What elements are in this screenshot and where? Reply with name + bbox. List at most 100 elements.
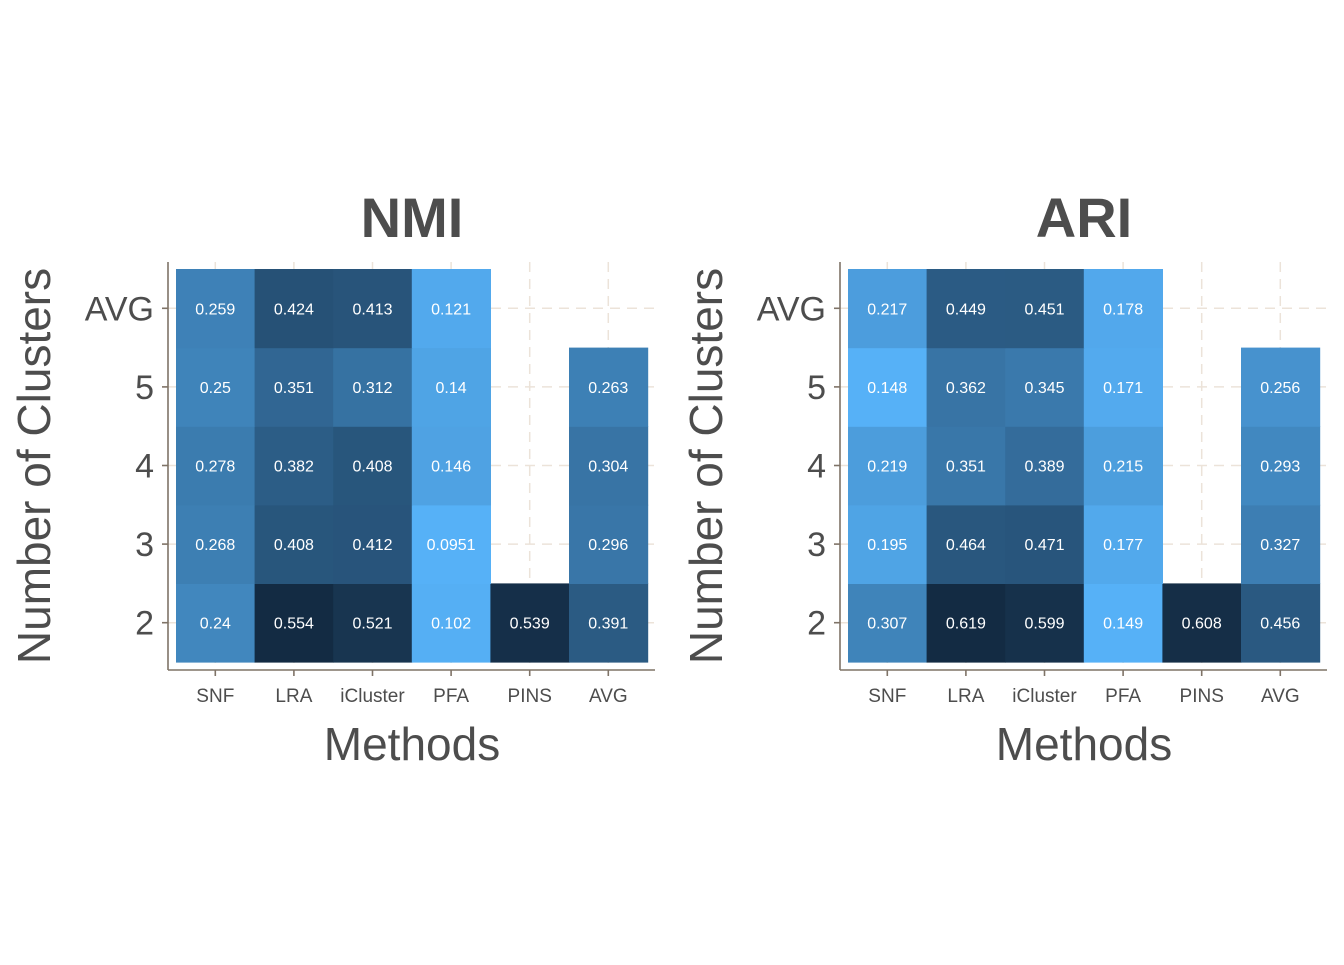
y-tick-label: 3 (807, 526, 826, 564)
heatmap-cell (411, 426, 491, 506)
cell-value-label: 0.382 (274, 459, 314, 476)
x-tick-label: iCluster (340, 686, 405, 707)
heatmap-cell (926, 269, 1006, 349)
heatmap-cell (411, 269, 491, 349)
cell-value-label: 0.25 (200, 380, 231, 397)
cell-value-label: 0.471 (1024, 537, 1064, 554)
heatmap-cell (1083, 504, 1163, 584)
x-tick-label: AVG (1261, 686, 1300, 707)
cell-value-label: 0.424 (274, 301, 314, 318)
heatmap-cell (333, 269, 413, 349)
x-tick-label: PINS (1180, 686, 1224, 707)
heatmap-cell (1083, 347, 1163, 427)
cell-value-label: 0.268 (195, 537, 235, 554)
cell-value-label: 0.296 (588, 537, 628, 554)
chart-title: NMI (361, 186, 464, 249)
heatmap-cell (1005, 347, 1085, 427)
heatmap-cell (254, 583, 334, 663)
cell-value-label: 0.456 (1260, 616, 1300, 633)
cell-value-label: 0.539 (510, 616, 550, 633)
heatmap-cell (848, 347, 928, 427)
cell-value-label: 0.619 (946, 616, 986, 633)
heatmap-cell (176, 426, 256, 506)
y-tick-label: 4 (135, 448, 154, 486)
heatmap-cell (569, 583, 649, 663)
cell-value-label: 0.263 (588, 380, 628, 397)
cell-value-label: 0.219 (867, 459, 907, 476)
x-tick-label: iCluster (1012, 686, 1077, 707)
heatmap-cell (569, 347, 649, 427)
heatmap-cell (1162, 583, 1242, 663)
cell-value-label: 0.102 (431, 616, 471, 633)
heatmap-cell (254, 269, 334, 349)
y-axis-title: Number of Clusters (8, 268, 60, 664)
y-tick-label: AVG (85, 290, 154, 328)
x-axis-title: Methods (996, 718, 1172, 770)
x-tick-label: SNF (868, 686, 906, 707)
cells: 0.307 0.619 0.599 0.149 0.608 0.456 0.195 0.464… (848, 269, 1321, 663)
cell-value-label: 0.121 (431, 301, 471, 318)
y-axis-title: Number of Clusters (680, 268, 732, 664)
x-tick-label: SNF (196, 686, 234, 707)
cell-value-label: 0.464 (946, 537, 986, 554)
cell-value-label: 0.312 (352, 380, 392, 397)
heatmap-cell (176, 269, 256, 349)
x-axis-title: Methods (324, 718, 500, 770)
cell-value-label: 0.146 (431, 459, 471, 476)
cell-value-label: 0.171 (1103, 380, 1143, 397)
cell-value-label: 0.408 (352, 459, 392, 476)
cell-value-label: 0.217 (867, 301, 907, 318)
heatmap-cell (490, 583, 570, 663)
cell-value-label: 0.278 (195, 459, 235, 476)
y-tick-label: 2 (807, 605, 826, 643)
y-tick-label: 5 (807, 369, 826, 407)
y-tick-label: AVG (757, 290, 826, 328)
cell-value-label: 0.608 (1182, 616, 1222, 633)
cell-value-label: 0.195 (867, 537, 907, 554)
x-tick-label: AVG (589, 686, 628, 707)
cell-value-label: 0.14 (436, 380, 467, 397)
cell-value-label: 0.178 (1103, 301, 1143, 318)
cell-value-label: 0.389 (1024, 459, 1064, 476)
heatmap-cell (848, 583, 928, 663)
panel-ari: 0.307 0.619 0.599 0.149 0.608 0.456 0.195 0.464… (680, 186, 1327, 770)
y-tick-label: 3 (135, 526, 154, 564)
cell-value-label: 0.259 (195, 301, 235, 318)
heatmap-cell (1241, 426, 1321, 506)
heatmap-cell (848, 426, 928, 506)
heatmap-cell (1241, 583, 1321, 663)
heatmap-cell (1083, 269, 1163, 349)
heatmap-cell (1005, 504, 1085, 584)
x-tick-label: PFA (433, 686, 469, 707)
y-tick-label: 4 (807, 448, 826, 486)
cell-value-label: 0.554 (274, 616, 314, 633)
heatmap-cell (254, 504, 334, 584)
heatmap-cell (926, 426, 1006, 506)
cell-value-label: 0.307 (867, 616, 907, 633)
heatmap-cell (1083, 583, 1163, 663)
cells: 0.24 0.554 0.521 0.102 0.539 0.391 0.268 0.408 0… (176, 269, 649, 663)
cell-value-label: 0.24 (200, 616, 231, 633)
heatmap-cell (254, 426, 334, 506)
cell-value-label: 0.521 (352, 616, 392, 633)
cell-value-label: 0.215 (1103, 459, 1143, 476)
cell-value-label: 0.327 (1260, 537, 1300, 554)
panel-nmi: 0.24 0.554 0.521 0.102 0.539 0.391 0.268 0.408 0… (8, 186, 655, 770)
chart-title: ARI (1036, 186, 1132, 249)
heatmap-cell (926, 347, 1006, 427)
cell-value-label: 0.413 (352, 301, 392, 318)
heatmap-cell (176, 504, 256, 584)
heatmap-cell (926, 504, 1006, 584)
cell-value-label: 0.148 (867, 380, 907, 397)
heatmap-cell (569, 504, 649, 584)
heatmap-cell (848, 269, 928, 349)
heatmap-cell (1005, 426, 1085, 506)
cell-value-label: 0.0951 (427, 537, 476, 554)
heatmap-cell (848, 504, 928, 584)
heatmap-cell (411, 583, 491, 663)
heatmap-cell (1005, 583, 1085, 663)
cell-value-label: 0.408 (274, 537, 314, 554)
x-tick-label: PFA (1105, 686, 1141, 707)
x-tick-label: PINS (508, 686, 552, 707)
